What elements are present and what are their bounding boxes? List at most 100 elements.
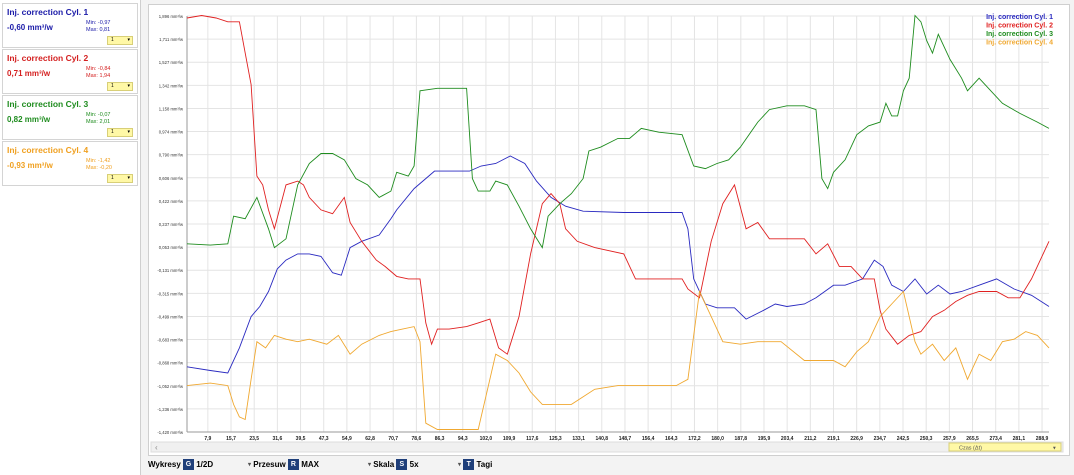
legend-entry-cyl-3[interactable]: Inj. correction Cyl. 3: [986, 31, 1053, 38]
x-tick-label: 273,4: [989, 436, 1002, 442]
x-tick-label: 62,8: [365, 436, 375, 442]
legend-entry-cyl-4[interactable]: Inj. correction Cyl. 4: [986, 40, 1053, 47]
sensor-max: Max: 1,94: [86, 73, 111, 79]
x-tick-label: 203,4: [781, 436, 794, 442]
series-line-cyl-4[interactable]: [186, 289, 1050, 430]
select-arrow-icon[interactable]: ▾: [127, 83, 130, 89]
y-tick-label: 0,974 mm³/w: [159, 130, 184, 135]
time-scrollbar[interactable]: [150, 441, 1064, 453]
sensor-name: Inj. correction Cyl. 3: [7, 99, 89, 109]
tagi-dropdown-icon[interactable]: ▾: [458, 462, 462, 468]
x-tick-label: 148,7: [619, 436, 632, 442]
x-tick-label: 133,1: [572, 436, 585, 442]
y-tick-label: 0,237 mm³/w: [159, 222, 184, 227]
select-arrow-icon[interactable]: ▾: [127, 37, 130, 43]
series-line-cyl-3[interactable]: [186, 14, 1050, 249]
skala-dropdown-icon[interactable]: ▾: [368, 462, 372, 468]
sensor-card-cyl-1[interactable]: Inj. correction Cyl. 1 -0,60 mm³/w Min: -0…: [2, 3, 138, 48]
sensor-card-cyl-2[interactable]: Inj. correction Cyl. 2 0,71 mm³/w Min: -0,…: [2, 49, 138, 94]
x-tick-label: 78,6: [412, 436, 422, 442]
skala-key-badge[interactable]: S: [396, 459, 408, 470]
sensor-card-cyl-3[interactable]: Inj. correction Cyl. 3 0,82 mm³/w Min: -0,…: [2, 95, 138, 140]
y-tick-label: 1,342 mm³/w: [159, 83, 184, 88]
y-tick-label: 1,711 mm³/w: [159, 37, 184, 42]
skala-control[interactable]: ▾ Skala S 5x: [368, 459, 419, 470]
przesuw-value[interactable]: MAX: [301, 460, 319, 469]
wykresy-key-badge[interactable]: G: [183, 459, 194, 470]
x-tick-label: 54,9: [342, 436, 352, 442]
chevron-down-icon[interactable]: ▾: [1053, 446, 1056, 452]
sensor-name: Inj. correction Cyl. 2: [7, 53, 89, 63]
x-tick-label: 172,2: [688, 436, 701, 442]
time-scroll-thumb[interactable]: [948, 442, 1062, 452]
x-tick-label: 117,6: [526, 436, 538, 442]
x-tick-label: 47,3: [319, 436, 329, 442]
sensor-name: Inj. correction Cyl. 4: [7, 145, 89, 155]
skala-value[interactable]: 5x: [409, 460, 419, 469]
sensor-card-cyl-4[interactable]: Inj. correction Cyl. 4 -0,93 mm³/w Min: -1…: [2, 141, 138, 186]
przesuw-label: Przesuw: [253, 460, 286, 469]
y-tick-label: 0,606 mm³/w: [159, 176, 184, 181]
series-line-cyl-1[interactable]: [186, 155, 1050, 374]
x-tick-label: 102,0: [480, 436, 493, 442]
sensor-minmax: Min: -1,42 Max: -0,20: [86, 158, 112, 172]
y-tick-label: 1,158 mm³/w: [159, 106, 184, 111]
line-chart[interactable]: 1,896 mm³/w 1,711 mm³/w 1,527 mm³/w 1,342 m…: [149, 5, 1069, 455]
wykresy-value[interactable]: 1/2D: [196, 460, 214, 469]
y-tick-label: 0,053 mm³/w: [159, 245, 184, 250]
sensor-minmax: Min: -0,84 Max: 1,94: [86, 66, 110, 80]
y-tick-label: -0,131 mm³/w: [157, 268, 184, 273]
x-tick-label: 7,9: [204, 436, 211, 442]
x-tick-label: 125,3: [549, 436, 562, 442]
przesuw-control[interactable]: ▾ Przesuw R MAX: [248, 459, 319, 470]
wykresy-control[interactable]: Wykresy G 1/2D: [148, 459, 213, 470]
select-arrow-icon[interactable]: ▾: [127, 175, 130, 181]
y-tick-label: -0,315 mm³/w: [157, 291, 184, 296]
sensor-min: Min: -0,84: [86, 66, 111, 72]
y-tick-label: -0,499 mm³/w: [157, 314, 184, 319]
y-tick-label: 0,790 mm³/w: [159, 153, 184, 158]
x-tick-label: 288,9: [1036, 436, 1049, 442]
x-tick-label: 187,8: [735, 436, 748, 442]
x-tick-label: 140,8: [596, 436, 609, 442]
y-tick-label: 1,896 mm³/w: [159, 14, 184, 19]
przesuw-key-badge[interactable]: R: [287, 459, 299, 470]
sensor-minmax: Min: -0,07 Max: 2,01: [86, 112, 110, 126]
sensor-scale-select[interactable]: 1 ▾: [107, 36, 133, 45]
select-arrow-icon[interactable]: ▾: [127, 129, 130, 135]
x-tick-label: 94,3: [458, 436, 468, 442]
tagi-key-badge[interactable]: T: [463, 459, 475, 470]
tagi-control[interactable]: ▾ T Tagi: [458, 459, 492, 470]
scroll-left-icon[interactable]: ‹: [155, 443, 158, 452]
x-tick-label: 250,3: [920, 436, 933, 442]
przesuw-dropdown-icon[interactable]: ▾: [248, 462, 252, 468]
y-tick-label: -0,683 mm³/w: [157, 338, 184, 343]
sensor-min: Min: -1,42: [86, 158, 111, 164]
sensor-value: -0,60 mm³/w: [7, 23, 53, 32]
legend-entry-cyl-2[interactable]: Inj. correction Cyl. 2: [986, 23, 1053, 30]
x-tick-label: 15,7: [226, 436, 236, 442]
y-tick-label: -1,236 mm³/w: [157, 407, 184, 412]
sensor-value: 0,71 mm³/w: [7, 69, 51, 78]
sensor-scale-select[interactable]: 1 ▾: [107, 128, 133, 137]
x-tick-label: 211,2: [804, 436, 816, 442]
y-tick-label: 0,422 mm³/w: [159, 199, 184, 204]
sensor-scale-value: 1: [111, 83, 114, 89]
chart-panel[interactable]: 1,896 mm³/w 1,711 mm³/w 1,527 mm³/w 1,342 m…: [148, 4, 1070, 456]
sensor-min: Min: -0,97: [86, 20, 111, 26]
x-tick-label: 23,5: [249, 436, 259, 442]
x-tick-label: 109,9: [503, 436, 516, 442]
y-tick-label: -1,052 mm³/w: [157, 384, 184, 389]
sensor-scale-select[interactable]: 1 ▾: [107, 174, 133, 183]
sensor-scale-select[interactable]: 1 ▾: [107, 82, 133, 91]
time-axis-label: Czas (Δt): [959, 446, 982, 452]
skala-label: Skala: [373, 460, 395, 469]
x-tick-label: 265,5: [966, 436, 979, 442]
x-tick-label: 234,7: [874, 436, 887, 442]
tagi-label[interactable]: Tagi: [476, 460, 493, 469]
series-line-cyl-2[interactable]: [186, 15, 1050, 355]
x-tick-label: 257,9: [943, 436, 956, 442]
x-tick-label: 219,1: [827, 436, 840, 442]
legend-entry-cyl-1[interactable]: Inj. correction Cyl. 1: [986, 14, 1053, 21]
sensor-max: Max: 2,01: [86, 119, 111, 125]
